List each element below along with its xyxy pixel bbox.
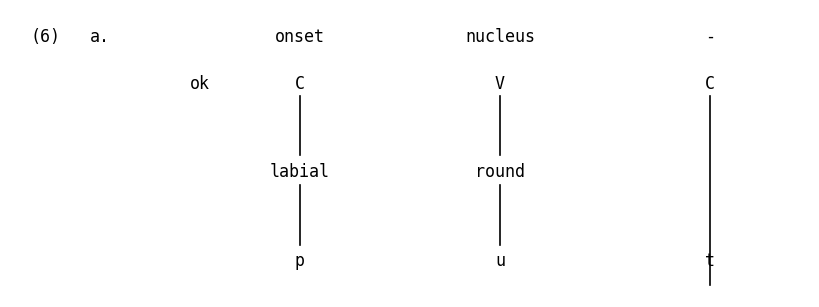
- Text: p: p: [295, 252, 305, 270]
- Text: ok: ok: [190, 75, 210, 93]
- Text: t: t: [705, 252, 715, 270]
- Text: V: V: [495, 75, 505, 93]
- Text: C: C: [295, 75, 305, 93]
- Text: a.: a.: [90, 28, 110, 46]
- Text: -: -: [705, 28, 715, 46]
- Text: u: u: [495, 252, 505, 270]
- Text: nucleus: nucleus: [465, 28, 535, 46]
- Text: C: C: [705, 75, 715, 93]
- Text: round: round: [475, 163, 525, 181]
- Text: (6): (6): [30, 28, 60, 46]
- Text: labial: labial: [270, 163, 330, 181]
- Text: onset: onset: [275, 28, 325, 46]
